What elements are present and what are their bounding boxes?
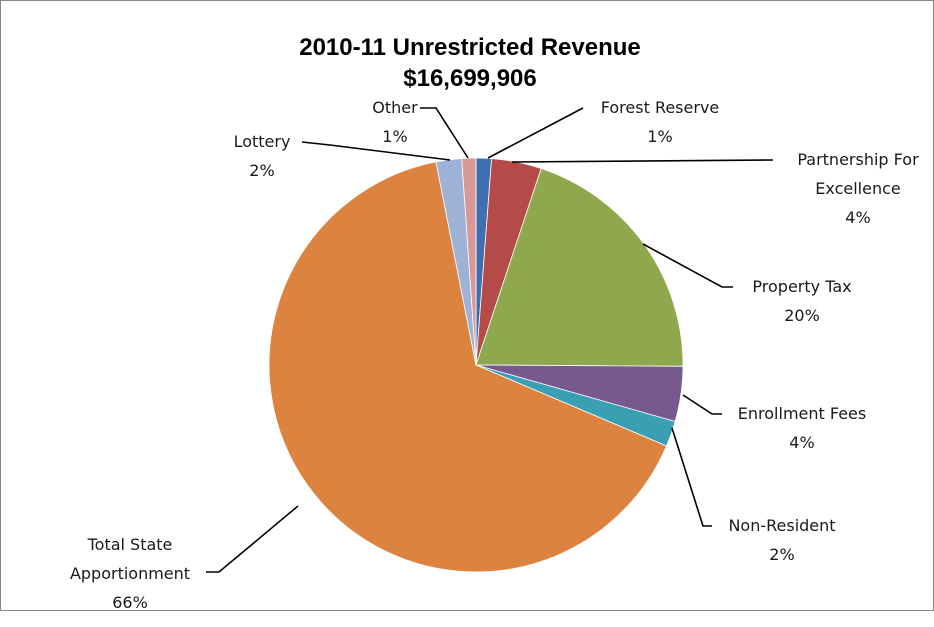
slice-label: Other 1% — [372, 98, 418, 146]
slice-name: Non-Resident — [728, 516, 835, 535]
slice-name: Excellence — [815, 179, 900, 198]
slice-name: Total State — [87, 535, 173, 554]
slice-name: Other — [372, 98, 418, 117]
slice-name: Apportionment — [70, 564, 190, 583]
leader-line — [671, 427, 712, 527]
slice-percent: 4% — [845, 208, 870, 227]
slice-label: Partnership For Excellence 4% — [797, 150, 919, 227]
leader-line — [301, 141, 451, 161]
slice-percent: 20% — [784, 306, 820, 325]
pie-slice-total-state-apportionment — [268, 161, 668, 573]
slice-name: Forest Reserve — [601, 98, 720, 117]
slice-name: Lottery — [234, 132, 291, 151]
pie-slice-other — [461, 157, 477, 366]
slice-percent: 1% — [647, 127, 672, 146]
slice-label: Forest Reserve 1% — [601, 98, 720, 146]
slice-percent: 4% — [789, 433, 814, 452]
slice-name: Partnership For — [797, 150, 919, 169]
slice-percent: 66% — [112, 593, 148, 612]
leader-line — [511, 159, 774, 163]
chart-title: 2010-11 Unrestricted Revenue — [299, 34, 641, 61]
leader-line — [682, 394, 722, 415]
pie-slices — [268, 157, 684, 573]
leader-line — [487, 107, 584, 159]
slice-percent: 1% — [382, 127, 407, 146]
slice-labels: Forest Reserve 1% Partnership For Excellenc… — [70, 98, 919, 612]
chart-subtitle: $16,699,906 — [403, 65, 536, 92]
slice-label: Lottery 2% — [234, 132, 291, 180]
leader-line — [206, 505, 299, 573]
slice-label: Non-Resident 2% — [728, 516, 835, 564]
slice-label: Property Tax 20% — [752, 277, 851, 325]
slice-label: Total State Apportionment 66% — [70, 535, 190, 612]
slice-name: Enrollment Fees — [738, 404, 866, 423]
slice-percent: 2% — [769, 545, 794, 564]
leader-line — [642, 243, 733, 288]
leader-line — [420, 107, 469, 159]
slice-percent: 2% — [249, 161, 274, 180]
slice-name: Property Tax — [752, 277, 851, 296]
slice-label: Enrollment Fees 4% — [738, 404, 866, 452]
